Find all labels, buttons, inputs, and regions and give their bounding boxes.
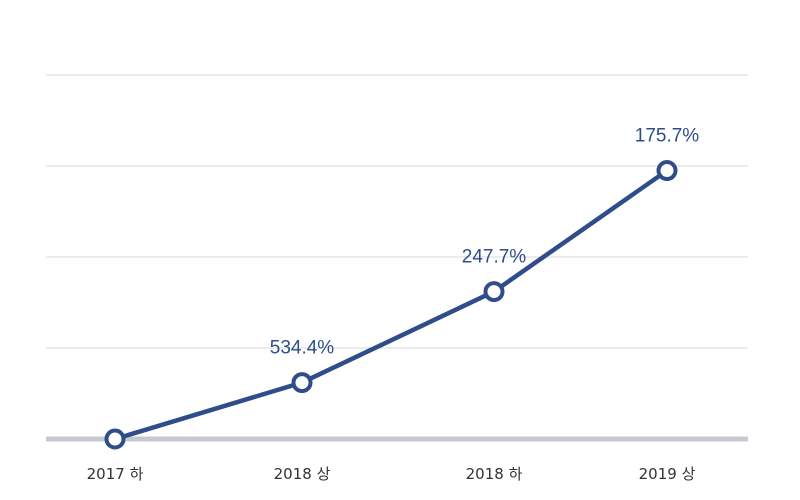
data-label-4: 175.7% — [635, 126, 700, 147]
data-point-3 — [483, 281, 505, 303]
data-point-1 — [104, 428, 126, 450]
data-label-3: 247.7% — [462, 247, 527, 268]
data-point-2 — [291, 372, 313, 394]
x-tick-label-1: 2017 하 — [87, 465, 144, 483]
data-label-2: 534.4% — [270, 338, 335, 359]
data-point-4 — [656, 160, 678, 182]
x-tick-label-2: 2018 상 — [274, 465, 331, 483]
series-line — [112, 168, 670, 442]
data-points — [104, 160, 678, 450]
x-tick-label-3: 2018 하 — [466, 465, 523, 483]
x-axis-ticks: 2017 하 2018 상 2018 하 2019 상 — [87, 465, 696, 483]
data-labels: 534.4% 247.7% 175.7% — [270, 126, 700, 359]
x-tick-label-4: 2019 상 — [639, 465, 696, 483]
gridlines — [46, 74, 748, 349]
